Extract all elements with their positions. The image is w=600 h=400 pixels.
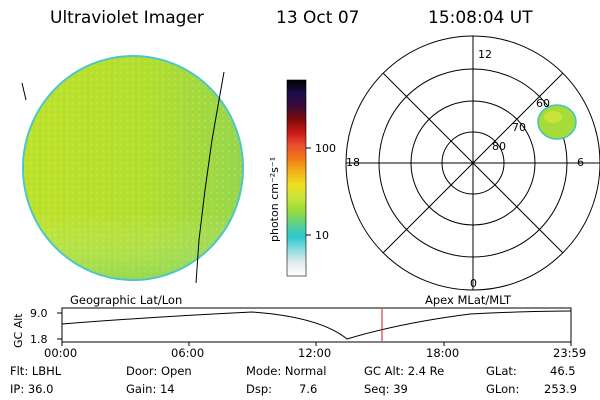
status-glat-label: GLat: xyxy=(486,364,517,378)
geo-grid-line xyxy=(21,82,27,101)
auroral-emission-core xyxy=(544,111,562,123)
mlt-label-18: 18 xyxy=(346,156,360,169)
status-seq: Seq: 39 xyxy=(364,382,408,396)
status-glat-value: 46.5 xyxy=(550,364,576,378)
timeline-ytick-9: 9.0 xyxy=(30,307,48,320)
mlat-label-70: 70 xyxy=(512,121,526,134)
instrument-title: Ultraviolet Imager xyxy=(50,8,204,28)
status-glon-value: 253.9 xyxy=(544,382,577,396)
timeline-xtick-0600: 06:00 xyxy=(171,346,205,360)
timeline-xtick-1200: 12:00 xyxy=(298,346,332,360)
colorbar-label-100: 100 xyxy=(315,142,336,155)
timeline-xtick-1800: 18:00 xyxy=(426,346,460,360)
status-filter: Flt: LBHL xyxy=(10,364,62,378)
status-dsp-label: Dsp: xyxy=(246,382,273,396)
status-ip: IP: 36.0 xyxy=(10,382,54,396)
altitude-timeline xyxy=(57,307,572,346)
time-label: 15:08:04 UT xyxy=(428,8,533,28)
status-dsp-value: 7.6 xyxy=(299,382,318,396)
colorbar-label-10: 10 xyxy=(315,229,329,242)
status-gain: Gain: 14 xyxy=(126,382,175,396)
polar-caption: Apex MLat/MLT xyxy=(425,293,512,307)
uvi-disk-image xyxy=(22,55,244,281)
date-label: 13 Oct 07 xyxy=(276,8,360,28)
mlt-label-12: 12 xyxy=(478,48,492,61)
timeline-xtick-0000: 00:00 xyxy=(44,346,78,360)
geographic-caption: Geographic Lat/Lon xyxy=(70,293,183,307)
status-door: Door: Open xyxy=(126,364,192,378)
status-mode: Mode: Normal xyxy=(246,364,327,378)
mlt-label-0: 0 xyxy=(470,277,477,290)
timeline-ylabel: GC Alt xyxy=(12,313,25,348)
status-glon-label: GLon: xyxy=(486,382,520,396)
geo-meridian-line xyxy=(195,71,225,284)
mlt-label-6: 6 xyxy=(577,156,584,169)
status-gc-alt: GC Alt: 2.4 Re xyxy=(364,364,445,378)
altitude-curve xyxy=(61,310,572,340)
colorbar xyxy=(286,79,311,277)
timeline-ytick-1-8: 1.8 xyxy=(30,333,48,346)
polar-plot xyxy=(345,35,600,291)
mlat-label-60: 60 xyxy=(536,97,550,110)
mlat-label-80: 80 xyxy=(492,140,506,153)
colorbar-unit-label: photon cm⁻²s⁻¹ xyxy=(268,156,281,242)
timeline-xtick-2359: 23:59 xyxy=(553,346,587,360)
